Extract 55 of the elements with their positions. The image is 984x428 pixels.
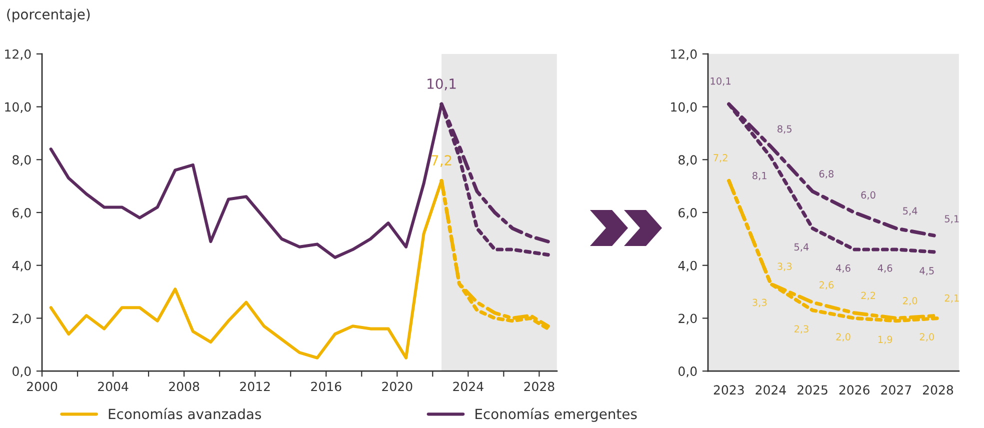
data-label: 2,3 (794, 325, 808, 334)
y-tick-label: 0,0 (12, 366, 31, 378)
data-label: 6,8 (819, 170, 834, 179)
legend-label: Economías emergentes (476, 408, 637, 422)
y-tick-label: 6,0 (12, 208, 31, 219)
data-label: 4,6 (836, 264, 850, 273)
data-label: 8,5 (778, 125, 792, 134)
data-label: 5,1 (944, 215, 959, 224)
y-tick-label: 10,0 (5, 102, 31, 113)
data-label: 2,1 (944, 294, 959, 303)
y-tick-label: 10,0 (671, 102, 697, 113)
data-label: 2,0 (836, 333, 850, 342)
y-tick-label: 8,0 (678, 155, 697, 166)
x-tick-label: 2028 (923, 385, 954, 395)
x-tick-label: 2023 (714, 385, 744, 395)
annotation: 7,2 (432, 155, 452, 168)
data-label: 4,5 (920, 267, 934, 276)
x-tick-label: 2016 (311, 382, 342, 392)
data-label: 2,0 (903, 297, 918, 306)
data-label: 3,3 (778, 262, 792, 272)
data-label: 5,4 (903, 207, 918, 216)
x-tick-label: 2008 (169, 382, 200, 392)
data-label: 5,4 (794, 243, 809, 252)
x-tick-label: 2028 (524, 382, 554, 392)
y-tick-label: 0,0 (678, 366, 697, 378)
y-tick-label: 4,0 (678, 260, 697, 272)
y-tick-label: 12,0 (5, 49, 31, 60)
data-label: 3,3 (752, 298, 767, 308)
data-label: 2,6 (819, 281, 834, 290)
x-tick-label: 2024 (756, 385, 786, 395)
data-label: 1,9 (878, 336, 892, 344)
x-tick-label: 2020 (382, 382, 412, 392)
data-label: 8,1 (752, 172, 766, 180)
y-tick-label: 8,0 (12, 155, 31, 166)
y-tick-label: 2,0 (12, 314, 31, 324)
y-tick-label: 2,0 (678, 314, 697, 324)
data-label: 2,2 (861, 292, 876, 300)
legend-label: Economías avanzadas (108, 408, 262, 420)
x-tick-label: 2004 (98, 382, 128, 392)
x-tick-label: 2027 (881, 385, 912, 395)
data-label: 10,1 (710, 77, 730, 86)
y-tick-label: 4,0 (12, 260, 31, 272)
x-tick-label: 2025 (798, 385, 828, 395)
y-axis-title: (porcentaje) (7, 8, 90, 22)
x-tick-label: 2012 (240, 382, 270, 392)
x-tick-label: 2024 (453, 382, 484, 392)
data-label: 7,2 (714, 154, 728, 162)
x-tick-label: 2000 (27, 382, 58, 392)
annotation: 10,1 (428, 78, 456, 90)
data-label: 2,0 (920, 333, 934, 342)
data-label: 4,6 (878, 264, 892, 273)
y-tick-label: 6,0 (678, 208, 697, 219)
x-tick-label: 2026 (839, 385, 870, 395)
data-label: 6,0 (861, 191, 876, 200)
y-tick-label: 12,0 (671, 49, 697, 60)
